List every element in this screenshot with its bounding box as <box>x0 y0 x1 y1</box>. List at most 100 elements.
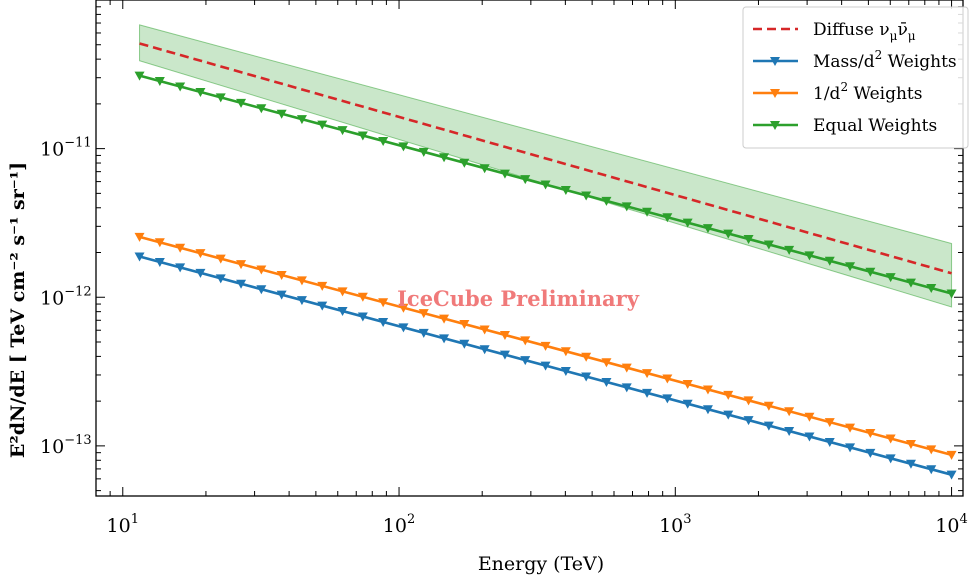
plot-frame <box>95 0 964 497</box>
series-marker-2 <box>357 292 368 302</box>
x-tick-label: 104 <box>935 512 967 537</box>
legend-label: 1/d2 Weights <box>813 80 922 104</box>
x-tick-label: 101 <box>107 512 139 537</box>
series-marker-2 <box>824 418 835 428</box>
series-marker-1 <box>905 459 916 469</box>
series-marker-2 <box>439 314 450 324</box>
series-marker-2 <box>195 249 206 259</box>
series-marker-1 <box>946 470 957 480</box>
series-marker-3 <box>540 180 551 190</box>
series-marker-2 <box>581 352 592 362</box>
series-marker-2 <box>256 265 267 275</box>
series-marker-3 <box>317 120 328 130</box>
series-marker-1 <box>702 405 713 415</box>
series-marker-2 <box>865 429 876 439</box>
series-marker-1 <box>236 279 247 289</box>
series-marker-3 <box>378 136 389 146</box>
series-marker-3 <box>845 262 856 272</box>
series-marker-1 <box>885 454 896 464</box>
series-marker-3 <box>175 82 186 92</box>
series-marker-1 <box>621 383 632 393</box>
series-marker-3 <box>601 196 612 206</box>
series-marker-2 <box>560 347 571 357</box>
legend-box <box>742 6 969 149</box>
series-marker-1 <box>357 312 368 322</box>
legend-label: Equal Weights <box>813 116 937 136</box>
series-marker-3 <box>215 93 226 103</box>
series-marker-3 <box>621 202 632 212</box>
series-marker-1 <box>337 307 348 317</box>
series-marker-3 <box>418 147 429 157</box>
x-axis-title: Energy (TeV) <box>478 553 604 575</box>
y-tick-label: 10−11 <box>40 136 92 161</box>
series-marker-1 <box>479 345 490 355</box>
series-marker-2 <box>702 385 713 395</box>
series-marker-3 <box>520 175 531 185</box>
series-marker-3 <box>560 185 571 195</box>
series-marker-1 <box>784 427 795 437</box>
series-marker-1 <box>804 432 815 442</box>
series-marker-3 <box>723 229 734 239</box>
series-marker-1 <box>499 350 510 360</box>
series-marker-2 <box>905 439 916 449</box>
series-marker-1 <box>824 437 835 447</box>
series-marker-2 <box>601 358 612 368</box>
series-marker-2 <box>499 330 510 340</box>
series-marker-2 <box>418 309 429 319</box>
series-marker-3 <box>581 191 592 201</box>
series-marker-1 <box>154 257 165 267</box>
series-marker-3 <box>134 71 145 81</box>
series-marker-2 <box>236 260 247 270</box>
series-marker-3 <box>905 278 916 288</box>
series-marker-2 <box>540 341 551 351</box>
series-marker-3 <box>398 142 409 152</box>
series-marker-1 <box>845 443 856 453</box>
series-layer <box>134 42 957 480</box>
series-marker-3 <box>926 284 937 294</box>
series-marker-2 <box>175 243 186 253</box>
series-marker-1 <box>662 394 673 404</box>
series-marker-1 <box>540 361 551 371</box>
series-marker-3 <box>236 98 247 108</box>
series-marker-3 <box>256 104 267 114</box>
series-marker-3 <box>682 218 693 228</box>
series-marker-2 <box>621 363 632 373</box>
series-marker-3 <box>885 273 896 283</box>
series-marker-1 <box>560 367 571 377</box>
series-marker-1 <box>398 323 409 333</box>
x-tick-label: 103 <box>659 512 691 537</box>
series-marker-2 <box>276 270 287 280</box>
series-marker-2 <box>784 407 795 417</box>
series-marker-2 <box>520 336 531 346</box>
series-marker-2 <box>296 276 307 286</box>
series-marker-1 <box>682 399 693 409</box>
series-marker-2 <box>723 390 734 400</box>
series-marker-1 <box>296 296 307 306</box>
series-marker-2 <box>317 281 328 291</box>
series-marker-2 <box>662 374 673 384</box>
series-marker-1 <box>378 317 389 327</box>
series-marker-2 <box>804 412 815 422</box>
series-marker-3 <box>743 235 754 245</box>
series-marker-3 <box>865 267 876 277</box>
series-marker-3 <box>804 251 815 261</box>
series-marker-2 <box>682 380 693 390</box>
series-marker-3 <box>357 131 368 141</box>
series-marker-2 <box>743 396 754 406</box>
series-marker-3 <box>154 77 165 87</box>
series-marker-1 <box>256 285 267 295</box>
series-marker-3 <box>439 153 450 163</box>
series-marker-3 <box>946 289 957 299</box>
legend-label: Mass/d2 Weights <box>813 48 957 72</box>
series-marker-2 <box>154 238 165 248</box>
series-marker-3 <box>499 169 510 179</box>
series-marker-2 <box>398 303 409 313</box>
series-marker-2 <box>845 423 856 433</box>
series-marker-3 <box>824 256 835 266</box>
series-marker-1 <box>581 372 592 382</box>
series-marker-3 <box>784 245 795 255</box>
series-marker-2 <box>479 325 490 335</box>
series-marker-3 <box>479 164 490 174</box>
legend-label: Diffuse νμν̄μ <box>813 20 916 43</box>
series-marker-3 <box>702 224 713 234</box>
